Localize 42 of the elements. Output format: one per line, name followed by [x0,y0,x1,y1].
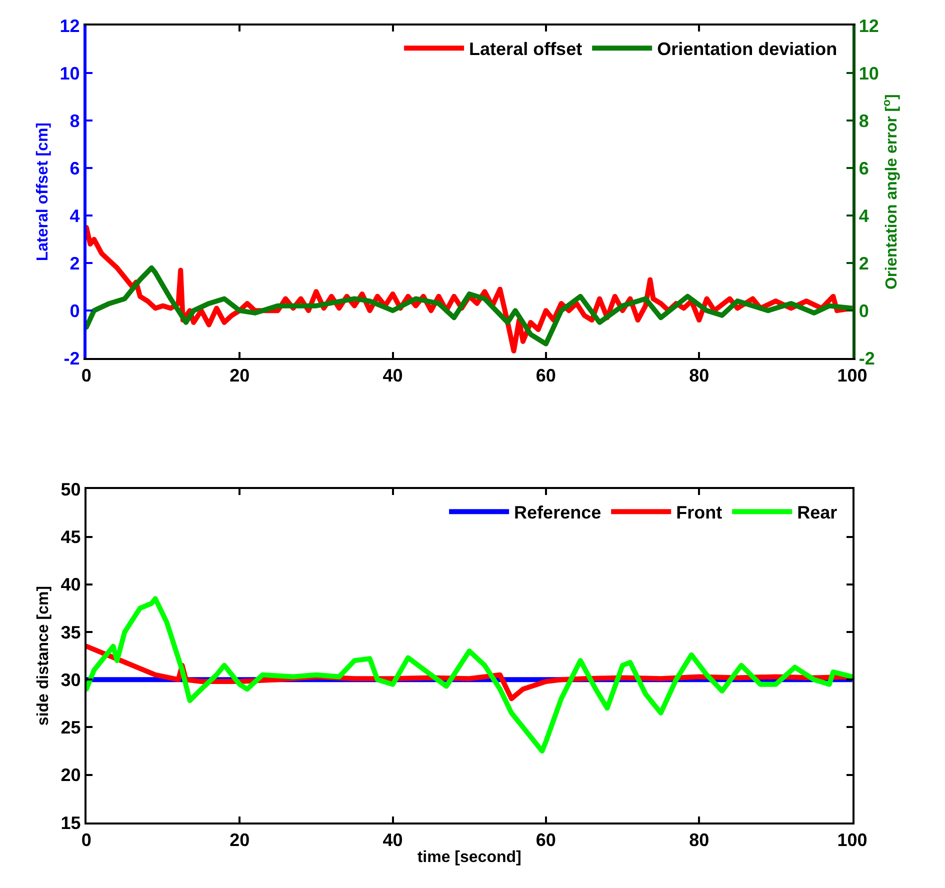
legend-label: Lateral offset [469,39,582,60]
y-axis-title: Lateral offset [cm] [34,122,52,262]
y-tick-label: 30 [60,670,81,690]
x-tick-label: 80 [689,830,710,850]
y2-tick-label: 12 [858,16,879,36]
x-tick-label: 80 [689,366,710,386]
y-tick-label: 45 [60,527,81,548]
x-tick-label: 20 [230,366,250,386]
y-tick-label: 15 [60,812,81,833]
x-tick-label: 40 [382,830,403,850]
y-tick-label: 10 [60,63,80,84]
y2-tick-label: 10 [858,63,879,84]
x-tick-label: 60 [536,830,556,850]
y-tick-label: 4 [70,206,80,226]
x-tick-label: 60 [536,366,556,386]
y-tick-label: 6 [70,158,80,178]
y-tick-label: 40 [60,574,81,595]
y-tick-label: 50 [60,479,81,500]
y-tick-label: 2 [70,253,80,274]
y-axis-title: side distance [cm] [35,586,52,726]
x-tick-label: 100 [837,366,868,386]
y-tick-label: 35 [60,622,81,642]
y-tick-label: 12 [60,16,80,36]
y-tick-label: -2 [64,348,80,368]
y-tick-label: 20 [60,765,81,786]
y-tick-label: 8 [70,110,80,131]
y2-tick-label: 0 [858,300,869,321]
x-tick-label: 40 [382,366,403,386]
legend-label: Orientation deviation [657,39,838,60]
legend-label: Reference [514,502,602,523]
x-tick-label: 100 [837,830,868,850]
y-tick-label: 25 [60,718,81,738]
y2-tick-label: 2 [858,253,869,274]
y2-tick-label: 6 [858,158,869,178]
legend-label: Rear [797,502,838,523]
y2-tick-label: 8 [858,110,869,131]
x-tick-label: 20 [230,830,250,850]
y2-tick-label: -2 [858,348,875,368]
y-tick-label: 0 [70,300,80,321]
y2-tick-label: 4 [858,206,869,226]
x-axis-title: time [second] [417,849,522,866]
legend-label: Front [676,502,722,523]
